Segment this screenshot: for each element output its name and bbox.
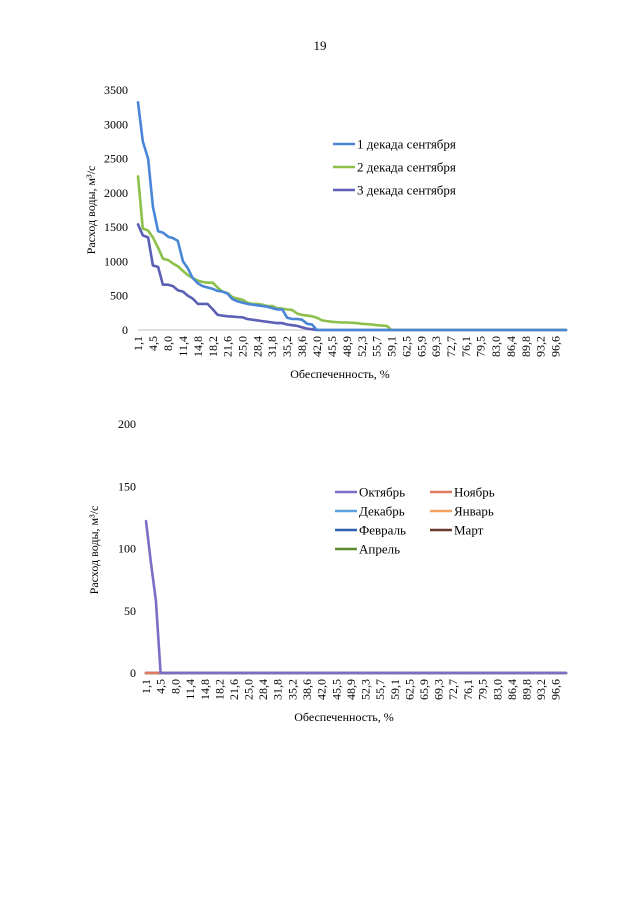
y-tick-label: 0: [130, 666, 136, 680]
x-tick-label: 45,5: [325, 336, 339, 357]
x-tick-label: 45,5: [329, 679, 343, 700]
y-tick-label: 150: [118, 479, 136, 493]
y-tick-label: 50: [124, 604, 136, 618]
x-tick-label: 38,6: [300, 679, 314, 700]
x-tick-label: 89,8: [519, 336, 533, 357]
x-tick-label: 31,8: [265, 336, 279, 357]
x-tick-label: 4,5: [146, 336, 160, 351]
x-tick-label: 48,9: [340, 336, 354, 357]
x-tick-label: 62,5: [399, 336, 413, 357]
x-tick-label: 59,1: [385, 336, 399, 357]
x-tick-label: 65,9: [417, 679, 431, 700]
legend-label: Ноябрь: [454, 485, 495, 500]
chart-october-april: 0 50 100 150 200 1,1 4,5 8,0 11,4 14,8 18,2 21,6 25,…: [87, 417, 568, 724]
x-tick-label: 1,1: [131, 336, 145, 351]
x-tick-label: 89,8: [520, 679, 534, 700]
y-axis-title: Расход воды, м³/с: [84, 166, 98, 255]
series-line: [136, 175, 568, 332]
x-tick-label: 69,3: [429, 336, 443, 357]
y-tick-label: 500: [110, 289, 128, 303]
x-tick-label: 86,4: [505, 679, 519, 700]
y-tick-label: 3500: [104, 83, 128, 97]
x-axis-title: Обеспеченность, %: [294, 710, 394, 724]
x-tick-label: 21,6: [227, 679, 241, 700]
x-tick-label: 35,2: [280, 336, 294, 357]
y-tick-label: 1500: [104, 220, 128, 234]
x-tick-label: 42,0: [310, 336, 324, 357]
x-tick-label: 79,5: [475, 679, 489, 700]
legend-label: Январь: [454, 504, 494, 519]
x-tick-label: 93,2: [534, 336, 548, 357]
y-tick-label: 0: [122, 323, 128, 337]
x-tick-label: 28,4: [256, 679, 270, 700]
x-tick-label: 72,7: [446, 679, 460, 700]
x-tick-label: 52,3: [359, 679, 373, 700]
x-tick-label: 8,0: [161, 336, 175, 351]
x-tick-label: 76,1: [461, 679, 475, 700]
x-tick-label: 48,9: [344, 679, 358, 700]
x-tick-label: 76,1: [459, 336, 473, 357]
legend-label: 2 декада сентября: [357, 160, 456, 175]
y-tick-label: 3000: [104, 117, 128, 131]
x-tick-label: 18,2: [212, 679, 226, 700]
page-number: 19: [313, 38, 327, 53]
x-tick-label: 52,3: [355, 336, 369, 357]
series-line: [144, 519, 568, 675]
series-line: [136, 100, 568, 332]
x-tick-label: 42,0: [314, 679, 328, 700]
series-line: [136, 223, 568, 332]
x-tick-label: 21,6: [221, 336, 235, 357]
x-tick-label: 65,9: [414, 336, 428, 357]
x-tick-label: 25,0: [242, 679, 256, 700]
x-tick-label: 8,0: [169, 679, 183, 694]
x-tick-label: 79,5: [474, 336, 488, 357]
y-tick-label: 100: [118, 542, 136, 556]
x-tick-label: 14,8: [198, 679, 212, 700]
x-tick-label: 25,0: [235, 336, 249, 357]
y-tick-label: 2500: [104, 152, 128, 166]
x-tick-label: 96,6: [549, 336, 563, 357]
x-tick-label: 83,0: [489, 336, 503, 357]
x-tick-label: 93,2: [534, 679, 548, 700]
y-tick-label: 1000: [104, 254, 128, 268]
x-tick-label: 72,7: [444, 336, 458, 357]
x-tick-label: 69,3: [432, 679, 446, 700]
legend-label: Апрель: [359, 542, 400, 557]
x-tick-label: 96,6: [549, 679, 563, 700]
legend-label: 1 декада сентября: [357, 137, 456, 152]
x-tick-label: 28,4: [250, 336, 264, 357]
y-tick-label: 200: [118, 417, 136, 431]
legend-label: Декабрь: [359, 504, 405, 519]
y-tick-label: 2000: [104, 186, 128, 200]
legend-label: Февраль: [359, 523, 406, 538]
x-tick-label: 55,7: [370, 336, 384, 357]
x-axis-title: Обеспеченность, %: [290, 367, 390, 381]
x-tick-label: 38,6: [295, 336, 309, 357]
x-tick-label: 59,1: [388, 679, 402, 700]
x-tick-label: 86,4: [504, 336, 518, 357]
x-tick-label: 18,2: [206, 336, 220, 357]
chart-september: 0 500 1000 1500 2000 2500 3000 3500 1,1 4,5 8,0 11,…: [84, 83, 568, 381]
x-tick-label: 11,4: [176, 336, 190, 357]
x-tick-label: 11,4: [183, 679, 197, 700]
y-axis-title: Расход воды, м³/с: [87, 506, 101, 595]
x-tick-label: 35,2: [285, 679, 299, 700]
x-tick-label: 14,8: [191, 336, 205, 357]
x-tick-label: 1,1: [139, 679, 153, 694]
x-tick-label: 55,7: [373, 679, 387, 700]
legend-label: Октябрь: [359, 485, 405, 500]
x-tick-label: 31,8: [271, 679, 285, 700]
legend-label: 3 декада сентября: [357, 183, 456, 198]
x-tick-label: 4,5: [154, 679, 168, 694]
legend-label: Март: [454, 523, 484, 538]
x-tick-label: 62,5: [402, 679, 416, 700]
x-tick-label: 83,0: [490, 679, 504, 700]
